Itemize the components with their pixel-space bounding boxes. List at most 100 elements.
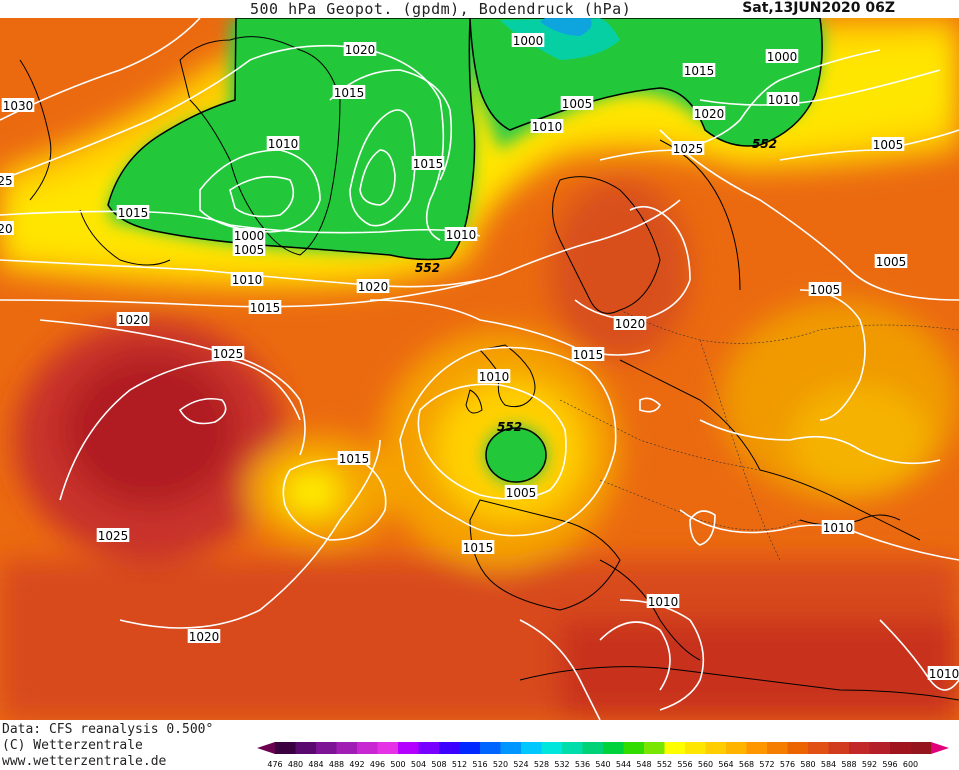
- isobar-label: 1005: [871, 137, 905, 152]
- svg-text:1005: 1005: [873, 138, 904, 152]
- isobar-label: 1015: [411, 156, 445, 171]
- isobar-label: 1015: [461, 540, 495, 555]
- legend-tick-label: 584: [821, 760, 836, 768]
- legend-tick-label: 600: [903, 760, 918, 768]
- svg-text:1030: 1030: [3, 99, 34, 113]
- isobar-label: 1015: [337, 451, 371, 466]
- legend-tick-label: 556: [677, 760, 692, 768]
- legend-swatch: [746, 742, 768, 754]
- isobar-label: 1025: [96, 528, 130, 543]
- legend-tick-label: 592: [862, 760, 877, 768]
- legend-swatch: [603, 742, 624, 754]
- legend-tick-label: 596: [882, 760, 897, 768]
- legend-tick-label: 580: [800, 760, 815, 768]
- legend-swatch: [726, 742, 747, 754]
- map-title: 500 hPa Geopot. (gpdm), Bodendruck (hPa): [250, 0, 632, 18]
- isobar-labels: 1020 1000 1015 1000 1015 1005 1010 1010 1030 1010…: [0, 33, 959, 681]
- legend-tick-label: 524: [513, 760, 528, 768]
- svg-text:1020: 1020: [358, 280, 389, 294]
- isobar-label: 1010: [444, 227, 478, 242]
- isobar-label: 1015: [332, 85, 366, 100]
- svg-text:1015: 1015: [250, 301, 281, 315]
- svg-text:1005: 1005: [562, 97, 593, 111]
- legend-arrow-left: [257, 742, 275, 754]
- legend-tick-label: 564: [718, 760, 733, 768]
- svg-text:1015: 1015: [573, 348, 604, 362]
- isobar-label: 1010: [530, 119, 564, 134]
- legend-tick-label: 484: [308, 760, 323, 768]
- legend-tick-label: 480: [288, 760, 303, 768]
- isobar-label: 1010: [646, 594, 680, 609]
- legend-swatch: [316, 742, 337, 754]
- legend-tick-label: 532: [554, 760, 569, 768]
- legend-swatch: [890, 742, 911, 754]
- legend-swatch: [357, 742, 378, 754]
- legend-tick-label: 512: [452, 760, 467, 768]
- legend-swatch: [336, 742, 358, 754]
- isobar-label: 1015: [248, 300, 282, 315]
- isobar-label: 1020: [116, 312, 150, 327]
- svg-text:1000: 1000: [513, 34, 544, 48]
- svg-text:1010: 1010: [479, 370, 510, 384]
- legend-swatch: [808, 742, 829, 754]
- isobar-label: 1010: [477, 369, 511, 384]
- legend-tick-label: 492: [349, 760, 364, 768]
- legend-tick-label: 516: [472, 760, 487, 768]
- svg-text:1015: 1015: [118, 206, 149, 220]
- isobar-label: 1020: [613, 316, 647, 331]
- svg-text:1010: 1010: [768, 93, 799, 107]
- legend-tick-label: 548: [636, 760, 651, 768]
- legend-tick-label: 476: [267, 760, 282, 768]
- svg-text:25: 25: [0, 174, 13, 188]
- svg-text:1025: 1025: [98, 529, 129, 543]
- svg-text:1020: 1020: [694, 107, 725, 121]
- legend-tick-label: 520: [493, 760, 508, 768]
- borders: [559, 309, 959, 561]
- website-link[interactable]: www.wetterzentrale.de: [2, 754, 167, 769]
- isobar-label: 1005: [232, 242, 266, 257]
- legend-tick-label: 568: [739, 760, 754, 768]
- legend-swatch: [664, 742, 686, 754]
- legend-tick-label: 588: [841, 760, 856, 768]
- isobar-label: 20: [0, 221, 14, 236]
- legend-swatch: [644, 742, 665, 754]
- legend-tick-label: 500: [390, 760, 405, 768]
- svg-text:1000: 1000: [234, 229, 265, 243]
- legend-tick-label: 536: [575, 760, 590, 768]
- svg-text:1010: 1010: [823, 521, 854, 535]
- legend-swatch: [500, 742, 522, 754]
- svg-text:1005: 1005: [506, 486, 537, 500]
- isobar-label: 1025: [671, 141, 705, 156]
- legend-tick-label: 544: [616, 760, 631, 768]
- svg-text:1010: 1010: [446, 228, 477, 242]
- svg-text:1010: 1010: [232, 273, 263, 287]
- legend-swatch: [869, 742, 891, 754]
- isobar-label: 1005: [504, 485, 538, 500]
- svg-text:1005: 1005: [234, 243, 265, 257]
- svg-text:1010: 1010: [648, 595, 679, 609]
- svg-text:20: 20: [0, 222, 13, 236]
- isobar-label: 1010: [927, 666, 959, 681]
- svg-text:1005: 1005: [810, 283, 841, 297]
- legend-swatch: [685, 742, 706, 754]
- color-legend: 476 480 484 488 492 496 500 504 508 512 516 520 524 5…: [257, 742, 949, 768]
- svg-text:1015: 1015: [684, 64, 715, 78]
- legend-swatch: [562, 742, 583, 754]
- svg-text:1020: 1020: [345, 43, 376, 57]
- svg-text:1015: 1015: [339, 452, 370, 466]
- contour-label: 552: [415, 261, 440, 275]
- weather-map: 552 552 552 1020 1000 1015 1000 1015 1005 1010…: [0, 18, 959, 720]
- legend-swatch: [275, 742, 296, 754]
- legend-tick-label: 576: [780, 760, 795, 768]
- isobar-label: 1015: [116, 205, 150, 220]
- legend-tick-label: 572: [759, 760, 774, 768]
- legend-swatch: [849, 742, 870, 754]
- legend-swatch: [439, 742, 460, 754]
- legend-tick-label: 504: [411, 760, 426, 768]
- isobar-label: 1000: [511, 33, 545, 48]
- isobar-label: 1030: [1, 98, 35, 113]
- svg-text:1010: 1010: [929, 667, 959, 681]
- legend-arrow-right: [931, 742, 949, 754]
- svg-text:1020: 1020: [615, 317, 646, 331]
- svg-text:1020: 1020: [118, 313, 149, 327]
